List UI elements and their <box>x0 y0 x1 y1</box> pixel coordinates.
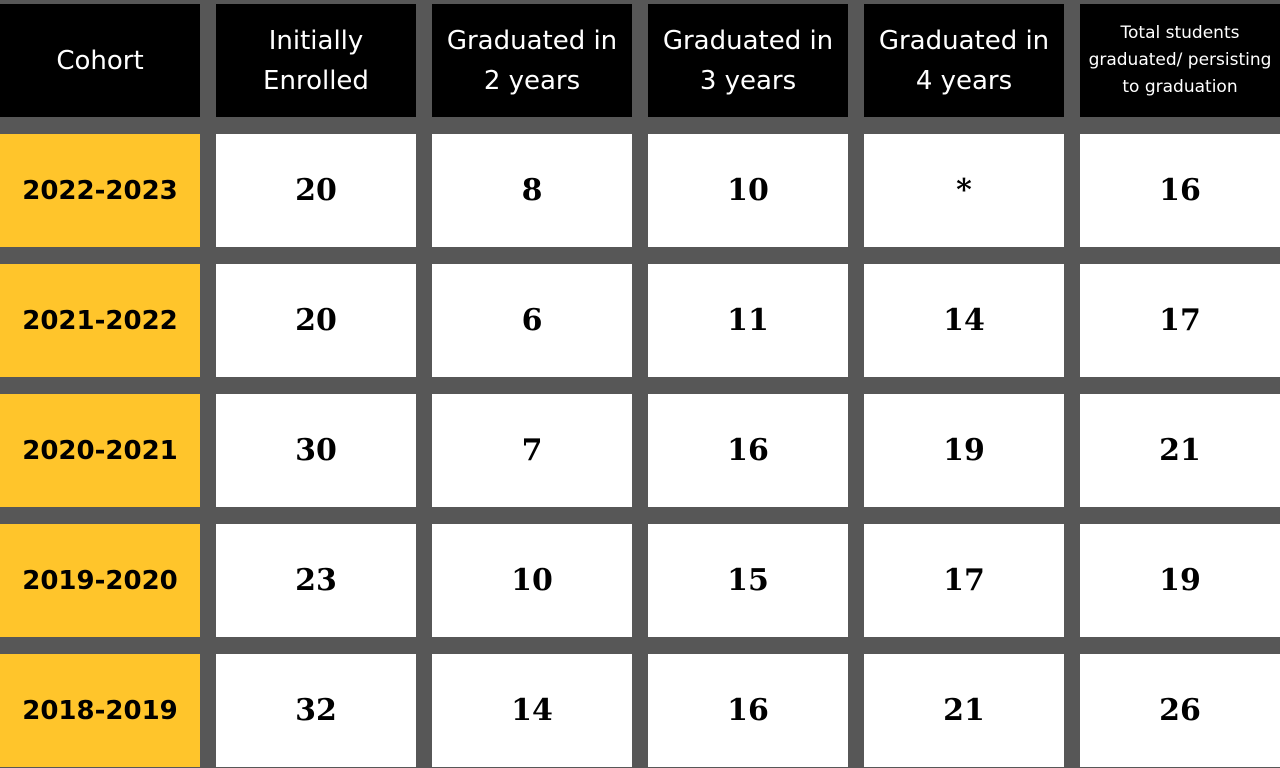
table-cell: 20 <box>216 264 416 377</box>
cohort-label: 2019-2020 <box>0 524 200 637</box>
table-cell: 11 <box>648 264 848 377</box>
table-cell: 17 <box>1080 264 1280 377</box>
table-cell: 14 <box>432 654 632 767</box>
cohort-label: 2018-2019 <box>0 654 200 767</box>
table-cell: 21 <box>1080 394 1280 507</box>
table-cell: 15 <box>648 524 848 637</box>
column-header: Total students graduated/ persisting to … <box>1080 4 1280 117</box>
table-cell: 8 <box>432 134 632 247</box>
table-cell: 10 <box>432 524 632 637</box>
cohort-label: 2022-2023 <box>0 134 200 247</box>
table-cell: 30 <box>216 394 416 507</box>
column-header: Initially Enrolled <box>216 4 416 117</box>
cohort-label: 2021-2022 <box>0 264 200 377</box>
table-cell: 14 <box>864 264 1064 377</box>
table-cell: * <box>864 134 1064 247</box>
table-cell: 16 <box>648 654 848 767</box>
table-cell: 10 <box>648 134 848 247</box>
table-cell: 6 <box>432 264 632 377</box>
table-cell: 26 <box>1080 654 1280 767</box>
column-header: Cohort <box>0 4 200 117</box>
table-cell: 7 <box>432 394 632 507</box>
table-cell: 16 <box>648 394 848 507</box>
column-header: Graduated in 3 years <box>648 4 848 117</box>
table-cell: 16 <box>1080 134 1280 247</box>
table-cell: 20 <box>216 134 416 247</box>
table-cell: 19 <box>1080 524 1280 637</box>
table-cell: 23 <box>216 524 416 637</box>
table-cell: 32 <box>216 654 416 767</box>
table-cell: 19 <box>864 394 1064 507</box>
column-header: Graduated in 4 years <box>864 4 1064 117</box>
cohort-graduation-table: Cohort Initially Enrolled Graduated in 2 y… <box>0 4 1280 767</box>
cohort-label: 2020-2021 <box>0 394 200 507</box>
table-cell: 17 <box>864 524 1064 637</box>
table-cell: 21 <box>864 654 1064 767</box>
column-header: Graduated in 2 years <box>432 4 632 117</box>
